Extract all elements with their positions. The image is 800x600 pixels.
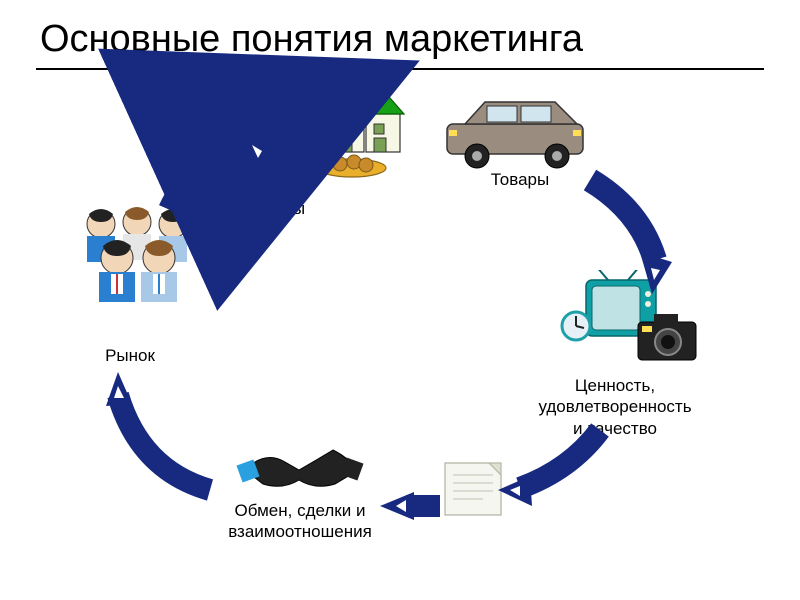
node-exchange: Обмен, сделки и взаимоотношения [200, 430, 400, 543]
goods-icon [430, 90, 610, 175]
exchange-label-1: Обмен, сделки и [200, 500, 400, 521]
node-needs-label: Нужды, потребности и запросы [200, 155, 330, 219]
node-market [62, 200, 212, 310]
diagram-title: Основные понятия маркетинга [40, 18, 583, 61]
value-icon [548, 270, 718, 370]
needs-label-1: Нужды, [200, 155, 330, 176]
value-label-2: удовлетворенность [510, 396, 720, 417]
exchange-label-2: взаимоотношения [200, 521, 400, 542]
needs-label-3: и запросы [200, 198, 330, 219]
paper-icon [430, 455, 520, 530]
title-underline [36, 68, 764, 70]
market-icon [62, 200, 212, 310]
node-value-label: Ценность, удовлетворенность и качество [510, 375, 720, 439]
needs-label-2: потребности [200, 176, 330, 197]
exchange-icon [200, 430, 400, 500]
market-label: Рынок [90, 345, 170, 366]
value-label-1: Ценность, [510, 375, 720, 396]
value-label-3: и качество [510, 418, 720, 439]
node-market-label: Рынок [90, 345, 170, 366]
node-goods: Товары [430, 90, 610, 190]
node-value [548, 270, 718, 370]
